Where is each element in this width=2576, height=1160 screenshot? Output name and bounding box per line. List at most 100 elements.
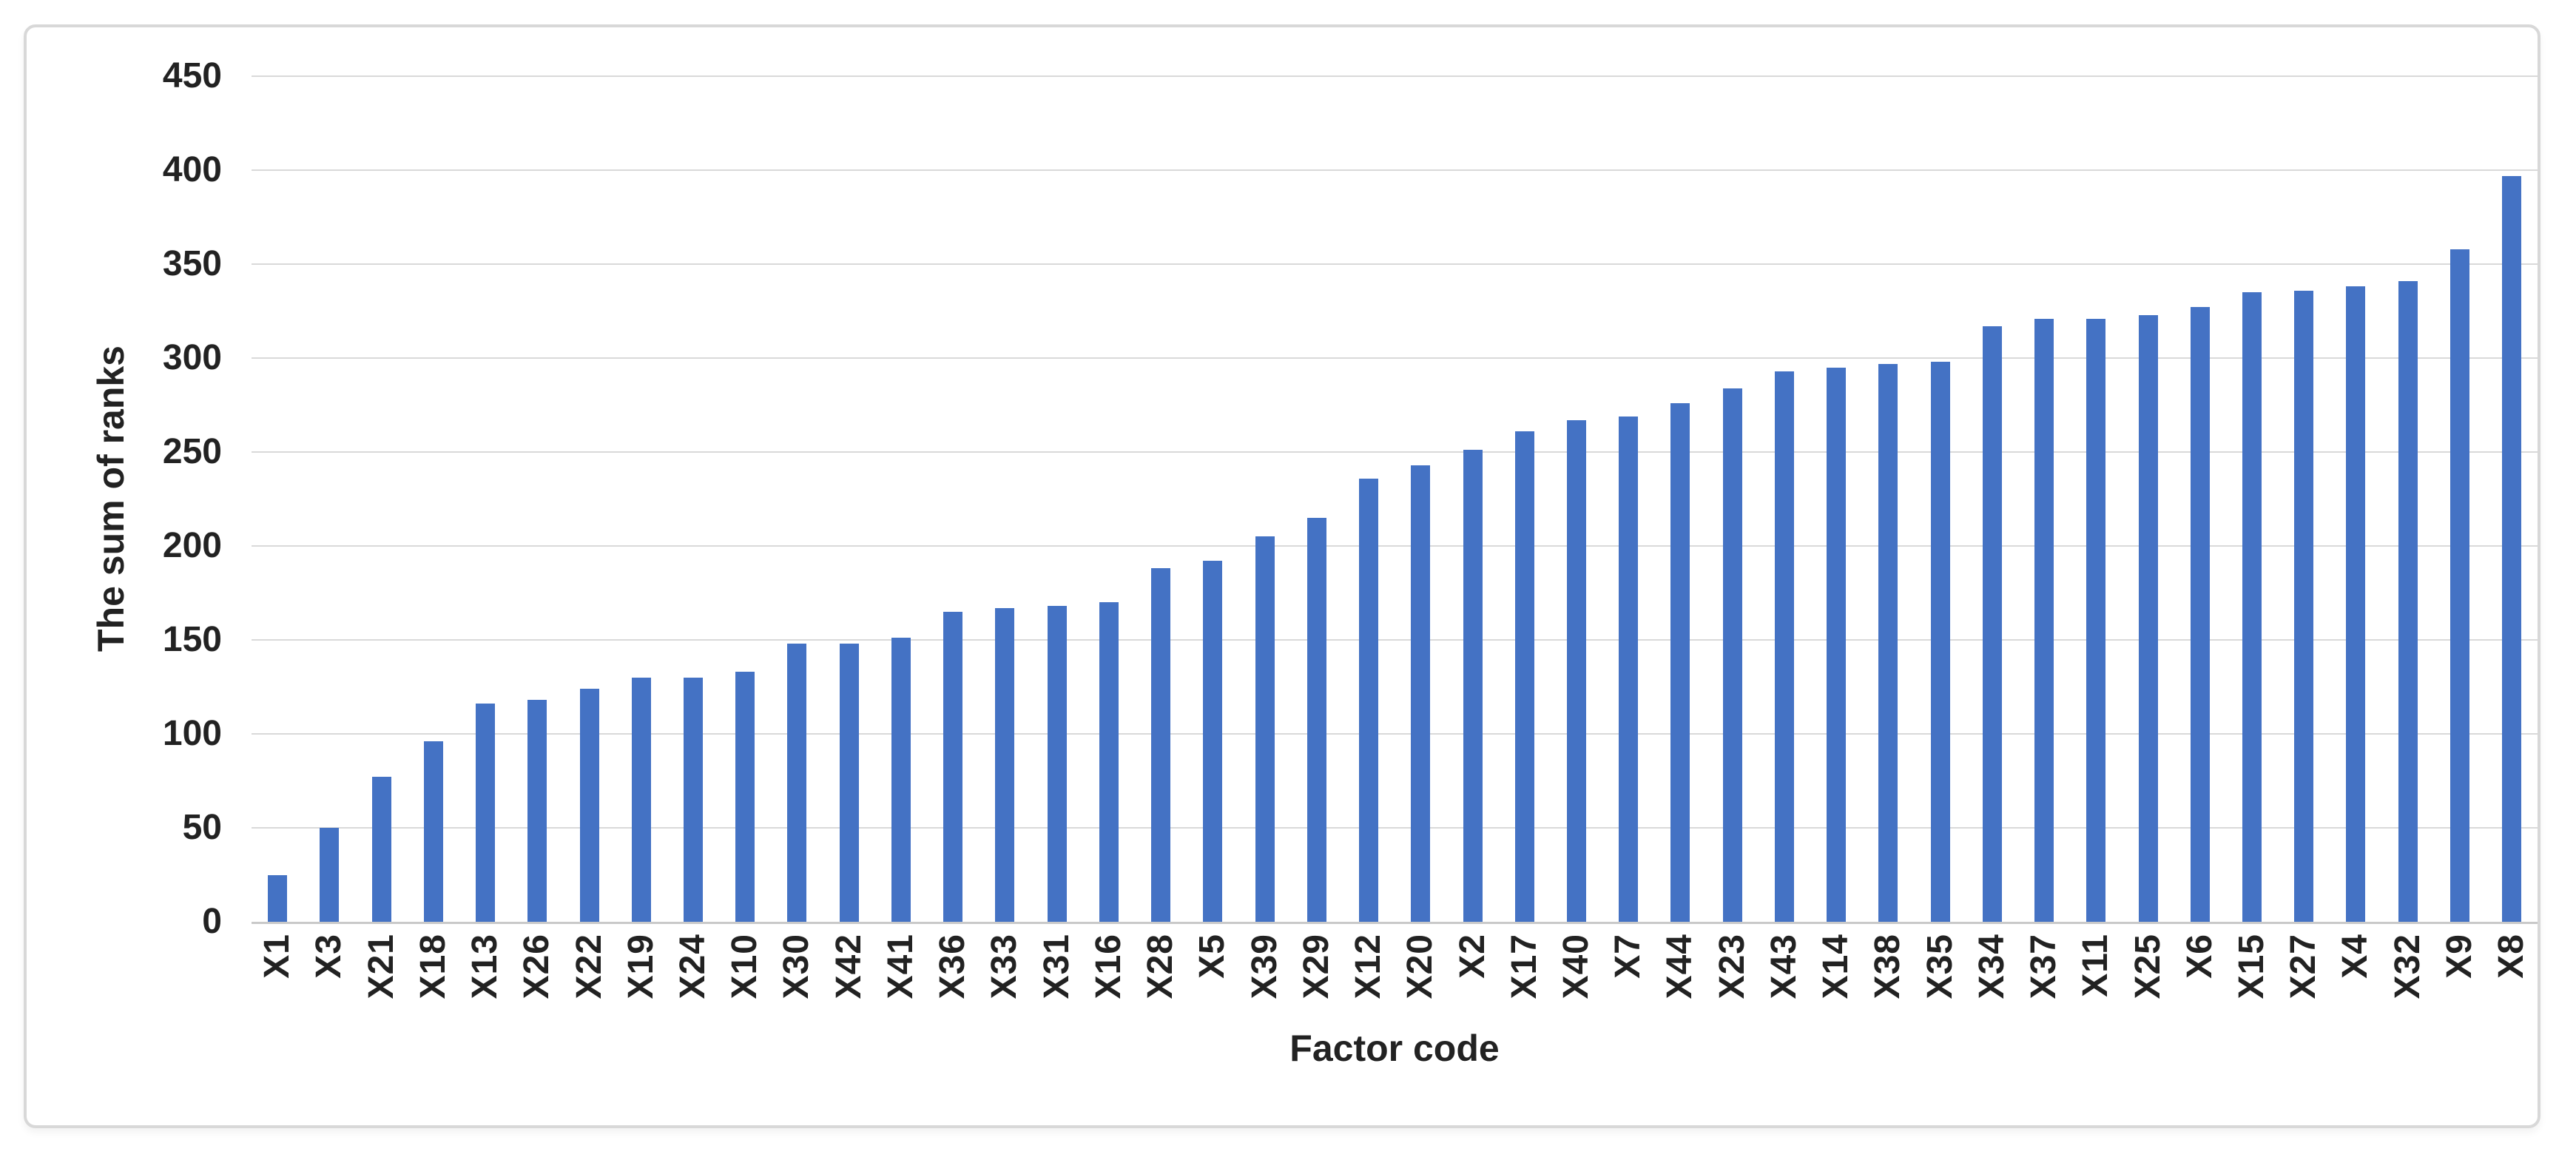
bar-X40 [1566,419,1586,922]
x-tick-label: X5 [1193,934,1233,979]
bar-X28 [1151,568,1171,922]
bar-slot [1915,76,1966,922]
x-tick-label: X32 [2387,934,2427,999]
x-tick-label: X31 [1036,934,1076,999]
bar-slot [616,76,667,922]
bar-X31 [1047,606,1067,922]
x-tick-label: X22 [569,934,609,999]
y-tick-label: 450 [162,56,222,95]
bar-slot [1083,76,1135,922]
x-tick-label: X41 [880,934,920,999]
bar-slot [2382,76,2434,922]
bar-X19 [631,677,651,922]
x-tick-label: X34 [1972,934,2012,999]
gridline [252,169,2538,172]
bar-X11 [2086,318,2106,922]
x-tick-label: X24 [672,934,712,999]
bar-slot [408,76,459,922]
bar-X24 [683,677,703,922]
bar-slot [563,76,615,922]
x-tick-label: X30 [777,934,817,999]
bar-X37 [2034,318,2054,922]
gridline [252,639,2538,641]
bar-slot [1031,76,1083,922]
x-tick-label: X27 [2284,934,2324,999]
bar-slot [1135,76,1187,922]
y-tick-label: 250 [162,432,222,471]
x-tick-label: X21 [361,934,401,999]
bar-X38 [1878,363,1898,922]
bar-slot [1499,76,1551,922]
bar-series [252,76,2538,922]
x-tick-label: X9 [2439,934,2479,979]
bar-slot [2122,76,2174,922]
x-tick-label: X39 [1244,934,1284,999]
bar-slot [771,76,823,922]
x-tick-label: X16 [1088,934,1128,999]
x-tick-label: X23 [1712,934,1752,999]
bar-X6 [2190,307,2210,922]
x-tick-label: X12 [1349,934,1389,999]
bar-slot [1187,76,1238,922]
bar-X41 [891,638,911,922]
x-tick-label: X25 [2128,934,2168,999]
bar-slot [667,76,719,922]
bar-X10 [735,672,755,922]
bar-X44 [1670,402,1690,922]
x-tick-label: X42 [829,934,869,999]
bar-slot [927,76,979,922]
bar-slot [2330,76,2381,922]
y-tick-label: 0 [202,902,222,941]
bar-X23 [1722,388,1742,922]
bar-X39 [1255,536,1275,922]
plot-area [252,75,2538,924]
bar-slot [1654,76,1706,922]
x-tick-label: X17 [1504,934,1544,999]
bar-slot [1446,76,1498,922]
x-tick-label: X29 [1296,934,1336,999]
bar-slot [2070,76,2122,922]
bar-X9 [2449,249,2469,922]
bar-slot [979,76,1031,922]
bar-X4 [2346,286,2366,922]
bar-slot [2018,76,2070,922]
bar-X8 [2502,175,2522,922]
x-tick-label: X8 [2492,934,2532,979]
y-tick-label: 150 [162,620,222,659]
bar-slot [511,76,563,922]
gridline [252,733,2538,735]
y-axis-ticks: 0 50 100 150 200 250 300 350 400 450 [0,58,222,940]
bar-X2 [1463,450,1483,922]
bar-slot [1238,76,1290,922]
bar-X18 [423,741,443,922]
x-tick-label: X15 [2232,934,2272,999]
bar-X25 [2138,314,2158,922]
x-tick-label: X14 [1816,934,1856,999]
bar-X42 [839,644,859,922]
x-tick-label: X43 [1764,934,1804,999]
bar-slot [823,76,875,922]
x-tick-label: X18 [413,934,453,999]
gridline [252,451,2538,453]
bar-slot [1343,76,1395,922]
bar-slot [2278,76,2330,922]
bar-slot [252,76,303,922]
bar-X13 [476,704,496,922]
x-tick-label: X20 [1400,934,1440,999]
bar-slot [1551,76,1602,922]
bar-X20 [1411,465,1431,922]
y-tick-label: 400 [162,150,222,189]
y-tick-label: 350 [162,244,222,283]
bar-X21 [371,777,391,922]
bar-slot [355,76,407,922]
x-tick-label: X33 [985,934,1025,999]
bar-slot [1966,76,2018,922]
bar-X32 [2398,280,2418,922]
x-tick-label: X38 [1868,934,1908,999]
bar-X17 [1514,431,1534,922]
bar-slot [875,76,927,922]
bar-slot [1707,76,1759,922]
bar-X3 [320,828,340,922]
bar-slot [1291,76,1343,922]
